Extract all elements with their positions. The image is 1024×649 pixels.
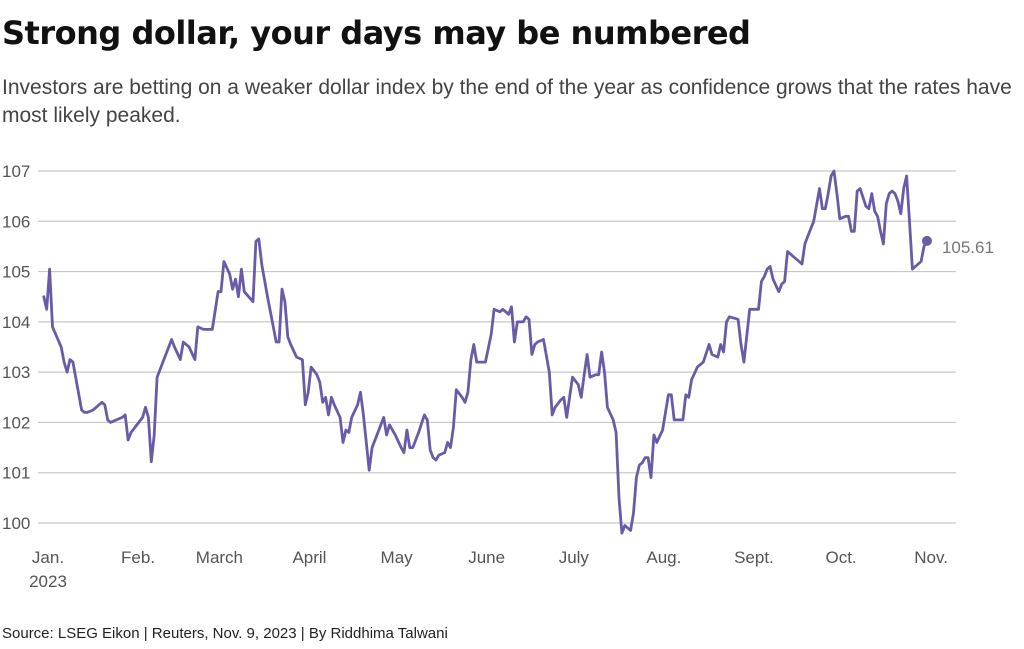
x-tick-label-oct: Oct. xyxy=(825,548,856,567)
grid-lines xyxy=(38,170,956,524)
series-line-0 xyxy=(42,169,929,535)
chart-subtitle: Investors are betting on a weaker dollar… xyxy=(2,76,1012,127)
last-value-label: 105.61 xyxy=(942,238,994,257)
y-axis-ticks: 100 101 102 103 104 105 106 107 xyxy=(2,162,30,533)
y-tick-label-107: 107 xyxy=(2,162,30,181)
y-tick-label-102: 102 xyxy=(2,413,30,432)
x-tick-label-may: May xyxy=(381,548,414,567)
chart-title: Strong dollar, your days may be numbered xyxy=(2,14,751,52)
y-tick-label-101: 101 xyxy=(2,464,30,483)
x-tick-label-feb: Feb. xyxy=(121,548,155,567)
x-tick-label-jan: Jan. xyxy=(32,548,64,567)
y-tick-label-104: 104 xyxy=(2,313,30,332)
y-tick-label-100: 100 xyxy=(2,514,30,533)
last-value-dot xyxy=(921,235,932,246)
end-marker-group: 105.61 xyxy=(921,235,994,257)
x-tick-label-sept: Sept. xyxy=(734,548,774,567)
x-tick-label-aug: Aug. xyxy=(646,548,681,567)
series-lines xyxy=(42,169,929,535)
x-tick-label-april: April xyxy=(292,548,326,567)
y-tick-label-106: 106 xyxy=(2,212,30,231)
source-note: Source: LSEG Eikon | Reuters, Nov. 9, 20… xyxy=(2,625,448,642)
x-tick-label-nov: Nov. xyxy=(914,548,948,567)
x-axis-ticks: Jan. 2023 Feb. March April May June July Aug. Sep… xyxy=(29,548,948,591)
x-tick-label-march: March xyxy=(196,548,243,567)
y-tick-label-105: 105 xyxy=(2,263,30,282)
y-tick-label-103: 103 xyxy=(2,363,30,382)
x-tick-label-june: June xyxy=(468,548,505,567)
x-tick-sublabel-year: 2023 xyxy=(29,572,67,591)
x-tick-label-july: July xyxy=(559,548,590,567)
